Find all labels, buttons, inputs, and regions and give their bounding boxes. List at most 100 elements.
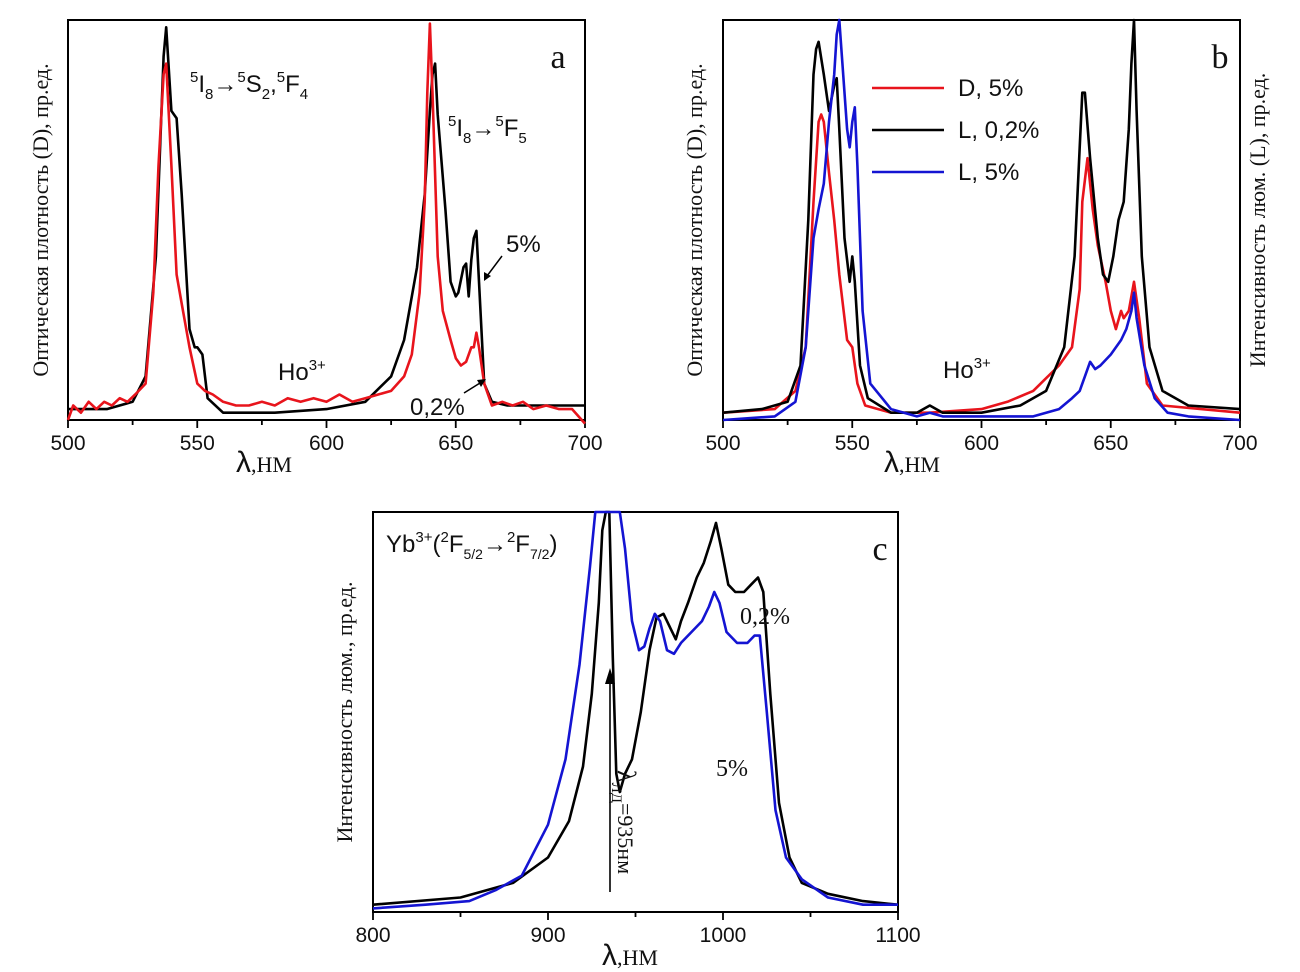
series-line-l-0-2- — [722, 18, 1241, 414]
panel-c: 800 900 1000 1100 Интенсивность люм., пр.ед… — [332, 510, 921, 972]
series-line-5- — [372, 510, 898, 910]
x-tick-label: 600 — [309, 432, 344, 455]
yb-f2: F — [515, 531, 530, 558]
panel-c-ylabel: Интенсивность люм., пр.ед. — [332, 582, 357, 843]
excitation-arrow — [605, 668, 615, 892]
series-line-l-5- — [722, 18, 1241, 422]
xlabel-symbol: λ — [236, 446, 251, 479]
panel-c-xlabel: λ,НМ — [602, 939, 658, 972]
panel-c-ion-label: Yb3+(2F5/2→2F7/2) — [386, 529, 557, 562]
panel-a: 500 550 600 650 700 Оптическая плотность (D)… — [28, 19, 603, 479]
yb-sup3: 2 — [507, 529, 515, 546]
series-line-0-2- — [66, 22, 586, 425]
t1-target: S — [246, 71, 262, 98]
t2-sub1: 8 — [463, 130, 471, 147]
excitation-label: λЛД=935нм — [608, 770, 641, 874]
t1-sup1: 5 — [190, 69, 198, 86]
t1-sub3: 4 — [300, 86, 308, 103]
x-tick-label: 500 — [705, 432, 740, 455]
xlabel-unit: ,НМ — [617, 945, 658, 970]
series-line-0-2- — [372, 510, 899, 906]
yb-open: ( — [432, 531, 440, 558]
exc-value: =935нм — [613, 803, 638, 874]
panel-b-ylabel-right: Интенсивность люм. (L), пр.ед. — [1245, 73, 1270, 368]
pointer-arrow-02pct — [463, 379, 486, 394]
t2-sub2: 5 — [518, 130, 526, 147]
yb-sup: 3+ — [415, 529, 432, 546]
ion-base: Ho — [943, 357, 974, 384]
panel-a-ticks: 500 550 600 650 700 — [50, 420, 603, 455]
yb-base: Yb — [386, 531, 415, 558]
panel-c-letter: c — [872, 531, 887, 568]
t1-sup2: 5 — [237, 69, 245, 86]
yb-sub2: 7/2 — [530, 546, 550, 562]
xlabel-unit: ,НМ — [251, 452, 292, 477]
x-tick-label: 700 — [1222, 432, 1257, 455]
t1-comma: , — [270, 71, 277, 98]
panel-b-letter: b — [1212, 39, 1229, 76]
x-tick-label: 1100 — [875, 924, 920, 947]
t1-sub1: 8 — [205, 86, 213, 103]
t2-base: I — [456, 115, 463, 142]
panel-b-xlabel: λ,НМ — [884, 446, 940, 479]
ion-sup: 3+ — [974, 355, 991, 372]
legend-label: D, 5% — [958, 75, 1023, 102]
panel-a-letter: a — [550, 39, 565, 76]
exc-symbol: λ — [612, 770, 641, 783]
panel-c-ticks: 800 900 1000 1100 — [355, 912, 921, 947]
panel-b-series — [722, 18, 1241, 422]
panel-c-label-02pct: 0,2% — [740, 604, 790, 630]
x-tick-label: 600 — [964, 432, 999, 455]
panel-a-ion-label: Ho3+ — [278, 357, 326, 386]
xlabel-unit: ,НМ — [899, 452, 940, 477]
t2-arrow: → — [471, 115, 495, 142]
yb-arrow: → — [483, 531, 507, 558]
t2-target: F — [504, 115, 519, 142]
panel-a-series — [66, 22, 586, 425]
t1-base: I — [198, 71, 205, 98]
yb-close: ) — [549, 531, 557, 558]
transition-label-2: 5I8→5F5 — [448, 113, 527, 147]
yb-sup2: 2 — [440, 529, 448, 546]
t1-sub2: 2 — [262, 86, 270, 103]
panel-a-frame — [67, 19, 586, 421]
x-tick-label: 500 — [50, 432, 85, 455]
panel-a-xlabel: λ,НМ — [236, 446, 292, 479]
xlabel-symbol: λ — [884, 446, 899, 479]
t1-target2: F — [285, 71, 300, 98]
panel-b: 500 550 600 650 700 Оптическая плотность (D)… — [682, 18, 1270, 479]
t1-sup3: 5 — [277, 69, 285, 86]
x-tick-label: 650 — [1093, 432, 1128, 455]
transition-label-1: 5I8→5S2,5F4 — [190, 69, 308, 103]
legend-label: L, 0,2% — [958, 117, 1039, 144]
x-tick-label: 550 — [180, 432, 215, 455]
yb-f1: F — [449, 531, 464, 558]
x-tick-label: 900 — [530, 924, 565, 947]
ion-sup: 3+ — [309, 357, 326, 374]
x-tick-label: 800 — [355, 924, 390, 947]
series-line-5- — [68, 26, 585, 414]
series-line-d-5- — [722, 113, 1241, 414]
pointer-arrow-5pct — [484, 255, 503, 281]
panel-c-label-5pct: 5% — [716, 756, 748, 782]
x-tick-label: 650 — [438, 432, 473, 455]
xlabel-symbol: λ — [602, 939, 617, 972]
panel-b-legend: D, 5% L, 0,2% L, 5% — [872, 75, 1039, 186]
panel-c-series — [372, 510, 899, 910]
panel-a-label-02pct: 0,2% — [410, 394, 465, 421]
x-tick-label: 1000 — [700, 924, 747, 947]
panel-b-ticks: 500 550 600 650 700 — [705, 420, 1258, 455]
exc-sub: ЛД — [608, 783, 624, 803]
t2-sup2: 5 — [495, 113, 503, 130]
panel-b-ylabel: Оптическая плотность (D), пр.ед. — [682, 63, 707, 376]
ion-base: Ho — [278, 359, 309, 386]
panel-a-label-5pct: 5% — [506, 231, 541, 258]
panel-a-ylabel: Оптическая плотность (D), пр.ед. — [28, 63, 53, 376]
t2-sup1: 5 — [448, 113, 456, 130]
panel-b-ion-label: Ho3+ — [943, 355, 991, 384]
legend-label: L, 5% — [958, 159, 1019, 186]
yb-sub1: 5/2 — [463, 546, 483, 562]
x-tick-label: 700 — [567, 432, 602, 455]
t1-arrow: → — [213, 71, 237, 98]
